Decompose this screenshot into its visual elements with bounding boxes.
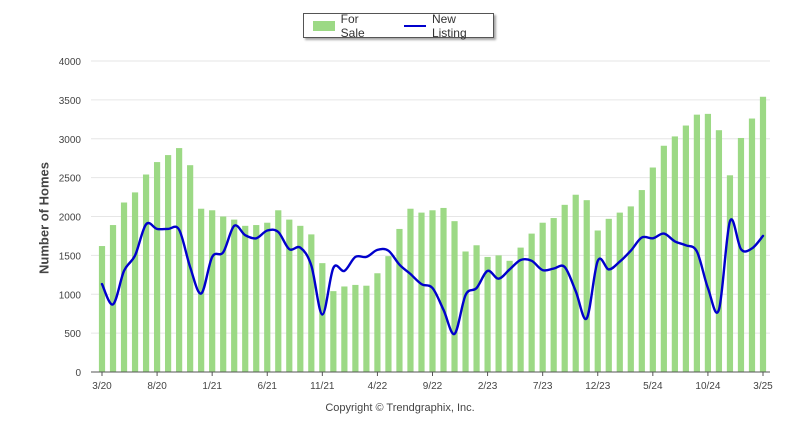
new-listing-line [100,218,765,336]
for-sale-bar[interactable] [120,202,128,372]
for-sale-bar[interactable] [352,284,359,372]
for-sale-bar[interactable] [561,204,568,372]
for-sale-bar[interactable] [605,218,612,372]
for-sale-swatch [313,20,335,31]
for-sale-bar[interactable] [242,225,249,372]
for-sale-bar[interactable] [253,225,260,372]
for-sale-bar[interactable] [429,210,436,372]
y-tick-label: 3000 [59,135,82,146]
for-sale-bar[interactable] [759,96,767,372]
for-sale-bar[interactable] [308,234,315,372]
x-tick-label: 4/22 [368,381,388,392]
for-sale-bar[interactable] [616,212,623,372]
for-sale-bar[interactable] [98,246,106,372]
x-tick-label: 1/21 [202,381,222,392]
for-sale-bar[interactable] [506,260,513,372]
y-tick-label: 4000 [59,57,82,68]
for-sale-bar[interactable] [286,219,293,372]
for-sale-bar[interactable] [297,225,304,372]
for-sale-bar[interactable] [385,256,392,372]
for-sale-bar[interactable] [550,218,557,372]
for-sale-bar[interactable] [153,162,161,372]
for-sale-bar[interactable] [671,136,678,372]
for-sale-bar[interactable] [528,233,535,372]
legend-item-for-sale[interactable]: For Sale [304,12,385,40]
for-sale-bar[interactable] [198,208,205,372]
legend: For Sale New Listing [303,12,494,40]
for-sale-bar[interactable] [407,208,414,372]
x-tick-label: 11/21 [310,381,335,392]
y-axis-label: Number of Homes [36,162,52,274]
for-sale-bar[interactable] [627,206,634,372]
y-tick-label: 1000 [59,290,82,301]
for-sale-bar[interactable] [220,216,227,373]
for-sale-bar[interactable] [264,222,271,372]
x-tick-label: 2/23 [478,381,498,392]
new-listing-swatch [404,24,426,27]
y-tick-label: 2000 [59,213,82,224]
for-sale-bar[interactable] [737,137,745,372]
for-sale-bar[interactable] [330,291,337,372]
for-sale-bar[interactable] [231,219,238,372]
for-sale-bar[interactable] [176,148,183,372]
for-sale-bar[interactable] [748,118,756,372]
x-tick-label: 7/23 [533,381,553,392]
x-tick-label: 12/23 [585,381,610,392]
for-sale-bar[interactable] [704,113,712,373]
for-sale-bar[interactable] [473,245,480,372]
for-sale-bar[interactable] [583,200,590,372]
for-sale-bar[interactable] [142,174,150,372]
copyright-text: Copyright © Trendgraphix, Inc. [325,402,475,414]
for-sale-bar[interactable] [462,251,469,372]
x-tick-label: 9/22 [423,381,443,392]
y-tick-label: 500 [64,329,81,340]
x-tick-label: 3/20 [92,381,112,392]
y-tick-label: 0 [75,368,81,379]
for-sale-bar[interactable] [649,167,656,372]
legend-label-for-sale: For Sale [340,11,365,40]
x-tick-label: 6/21 [258,381,278,392]
for-sale-bar[interactable] [363,285,370,372]
for-sale-bar[interactable] [682,125,689,372]
for-sale-bar[interactable] [440,207,447,372]
for-sale-bar[interactable] [715,130,723,372]
y-tick-label: 3500 [59,96,82,107]
for-sale-bar[interactable] [209,210,216,372]
for-sale-bar[interactable] [726,175,734,372]
y-tick-label: 1500 [59,251,82,262]
for-sale-bar[interactable] [495,255,502,372]
for-sale-bar[interactable] [418,212,425,372]
for-sale-bar[interactable] [693,114,700,373]
legend-label-new-listing: New Listing [431,11,467,40]
for-sale-bar[interactable] [319,263,326,372]
for-sale-bar[interactable] [131,192,139,372]
for-sale-bar[interactable] [396,228,403,372]
x-tick-label: 10/24 [695,381,720,392]
for-sale-bar[interactable] [341,286,348,372]
for-sale-bar[interactable] [275,210,282,372]
x-tick-label: 3/25 [753,381,773,392]
for-sale-bar[interactable] [594,230,601,372]
y-tick-label: 2500 [59,174,82,185]
for-sale-bar[interactable] [451,221,458,372]
for-sale-bar[interactable] [539,222,546,372]
for-sale-bar[interactable] [572,194,579,372]
x-tick-label: 8/20 [147,381,167,392]
for-sale-bar[interactable] [638,190,645,372]
for-sale-bar[interactable] [165,155,172,372]
for-sale-bar[interactable] [374,273,381,372]
x-tick-label: 5/24 [643,381,663,392]
for-sale-bar[interactable] [109,225,117,372]
legend-item-new-listing[interactable]: New Listing [385,12,493,40]
for-sale-bar[interactable] [517,247,524,372]
for-sale-bar[interactable] [484,256,491,372]
for-sale-bar[interactable] [660,145,667,372]
